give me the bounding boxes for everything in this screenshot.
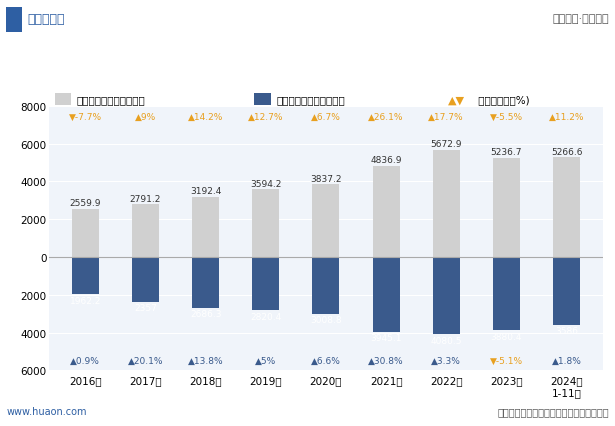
Text: 3586: 3586 xyxy=(555,327,578,336)
Text: ▲▼: ▲▼ xyxy=(448,95,465,105)
Bar xyxy=(373,257,400,332)
Text: ▼-5.5%: ▼-5.5% xyxy=(490,112,523,121)
Text: 4080.5: 4080.5 xyxy=(430,336,462,345)
Bar xyxy=(72,209,99,257)
Text: 进口商品总值（亿美元）: 进口商品总值（亿美元） xyxy=(276,95,345,105)
Text: 5266.6: 5266.6 xyxy=(551,147,582,157)
Text: 2559.9: 2559.9 xyxy=(69,199,101,207)
Text: 3594.2: 3594.2 xyxy=(250,179,282,188)
Bar xyxy=(132,205,159,257)
Text: ▲1.8%: ▲1.8% xyxy=(552,356,582,365)
Text: ▲6.7%: ▲6.7% xyxy=(311,112,341,121)
Text: 同比增长率（%): 同比增长率（%) xyxy=(475,95,530,105)
Bar xyxy=(192,197,219,257)
Bar xyxy=(373,166,400,257)
Text: 2791.2: 2791.2 xyxy=(130,194,161,203)
Text: ▲17.7%: ▲17.7% xyxy=(429,112,464,121)
Bar xyxy=(433,150,460,257)
Text: 1962.2: 1962.2 xyxy=(69,296,101,305)
Text: 3880.4: 3880.4 xyxy=(491,332,522,341)
Text: ▲14.2%: ▲14.2% xyxy=(188,112,223,121)
Bar xyxy=(553,257,580,325)
Text: ▲0.9%: ▲0.9% xyxy=(70,356,100,365)
Text: 3837.2: 3837.2 xyxy=(310,175,342,184)
Text: 华经情报网: 华经情报网 xyxy=(28,13,65,26)
Bar xyxy=(433,257,460,334)
Bar xyxy=(312,257,339,314)
Bar xyxy=(55,94,71,106)
Bar xyxy=(493,158,520,257)
Bar xyxy=(132,257,159,302)
Text: ▲5%: ▲5% xyxy=(255,356,276,365)
Text: 数据来源：中国海关，华经产业研究院整理: 数据来源：中国海关，华经产业研究院整理 xyxy=(497,406,609,416)
Bar xyxy=(72,257,99,294)
Bar xyxy=(312,185,339,257)
Text: ▲9%: ▲9% xyxy=(135,112,156,121)
Text: www.huaon.com: www.huaon.com xyxy=(6,406,87,416)
Text: 3008.8: 3008.8 xyxy=(310,316,342,325)
Text: ▼-7.7%: ▼-7.7% xyxy=(69,112,102,121)
Text: 2357: 2357 xyxy=(134,303,157,312)
Text: ▲3.3%: ▲3.3% xyxy=(431,356,461,365)
Text: 2016-2024年11月中国与东南亚国家联盟进、出口商品总值: 2016-2024年11月中国与东南亚国家联盟进、出口商品总值 xyxy=(146,55,469,73)
Text: 5236.7: 5236.7 xyxy=(491,148,522,157)
Text: 专业严谨·客观科学: 专业严谨·客观科学 xyxy=(552,14,609,24)
Bar xyxy=(493,257,520,331)
Text: 出口商品总值（亿美元）: 出口商品总值（亿美元） xyxy=(77,95,146,105)
Text: ▲13.8%: ▲13.8% xyxy=(188,356,223,365)
Text: 3192.4: 3192.4 xyxy=(190,187,221,196)
Text: ▲20.1%: ▲20.1% xyxy=(128,356,163,365)
Text: ▲30.8%: ▲30.8% xyxy=(368,356,404,365)
Bar xyxy=(254,94,271,106)
Text: 4836.9: 4836.9 xyxy=(370,155,402,165)
Bar xyxy=(252,257,279,311)
Text: 2820.4: 2820.4 xyxy=(250,312,282,321)
Text: ▲11.2%: ▲11.2% xyxy=(549,112,584,121)
Text: ▲26.1%: ▲26.1% xyxy=(368,112,404,121)
Text: 5672.9: 5672.9 xyxy=(430,140,462,149)
Text: 2686.3: 2686.3 xyxy=(190,310,221,319)
Text: ▲6.6%: ▲6.6% xyxy=(311,356,341,365)
Text: 3945.1: 3945.1 xyxy=(370,334,402,343)
Bar xyxy=(553,158,580,257)
Text: ▲12.7%: ▲12.7% xyxy=(248,112,284,121)
Bar xyxy=(252,190,279,257)
Text: ▼-5.1%: ▼-5.1% xyxy=(490,356,523,365)
FancyBboxPatch shape xyxy=(6,8,22,33)
Bar xyxy=(192,257,219,308)
